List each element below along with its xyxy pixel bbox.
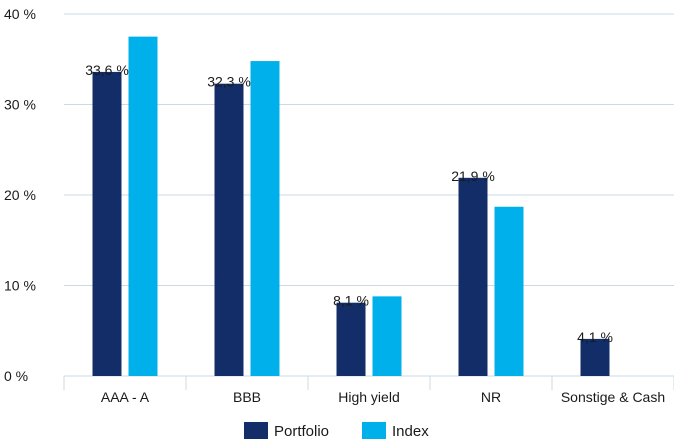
bar-portfolio [92,71,122,377]
legend-swatch-index [362,422,386,439]
gridlines [64,13,674,377]
bar-portfolio [458,177,488,376]
data-label: 33,6 % [85,62,129,78]
x-axis: AAA - A BBB High yield NR Sonstige & Cash [63,376,674,405]
legend-label-index: Index [392,423,429,440]
y-tick-label: 0 % [4,368,28,384]
bar-portfolio [336,302,366,376]
bar-index [128,36,158,376]
data-label: 8,1 % [333,293,369,309]
data-labels: 33,6 % 32,3 % 8,1 % 21,9 % 4,1 % [85,62,613,345]
bar-index [250,61,280,377]
legend-label-portfolio: Portfolio [274,423,329,440]
x-tick-label: Sonstige & Cash [561,389,665,405]
data-label: 32,3 % [207,74,251,90]
x-tick-label: NR [481,389,501,405]
bar-portfolio [214,83,244,376]
bar-index [494,206,524,376]
data-label: 21,9 % [451,168,495,184]
y-tick-label: 40 % [4,6,36,22]
bar-index [372,296,402,376]
x-tick-label: High yield [338,389,399,405]
y-tick-label: 10 % [4,278,36,294]
legend: Portfolio Index [244,422,429,440]
data-label: 4,1 % [577,329,613,345]
x-tick-label: AAA - A [101,389,150,405]
y-axis: 0 % 10 % 20 % 30 % 40 % [4,6,36,384]
legend-swatch-portfolio [244,422,268,439]
bar-portfolio [580,338,610,376]
y-tick-label: 20 % [4,187,36,203]
x-tick-label: BBB [233,389,261,405]
y-tick-label: 30 % [4,97,36,113]
bars [92,36,610,377]
